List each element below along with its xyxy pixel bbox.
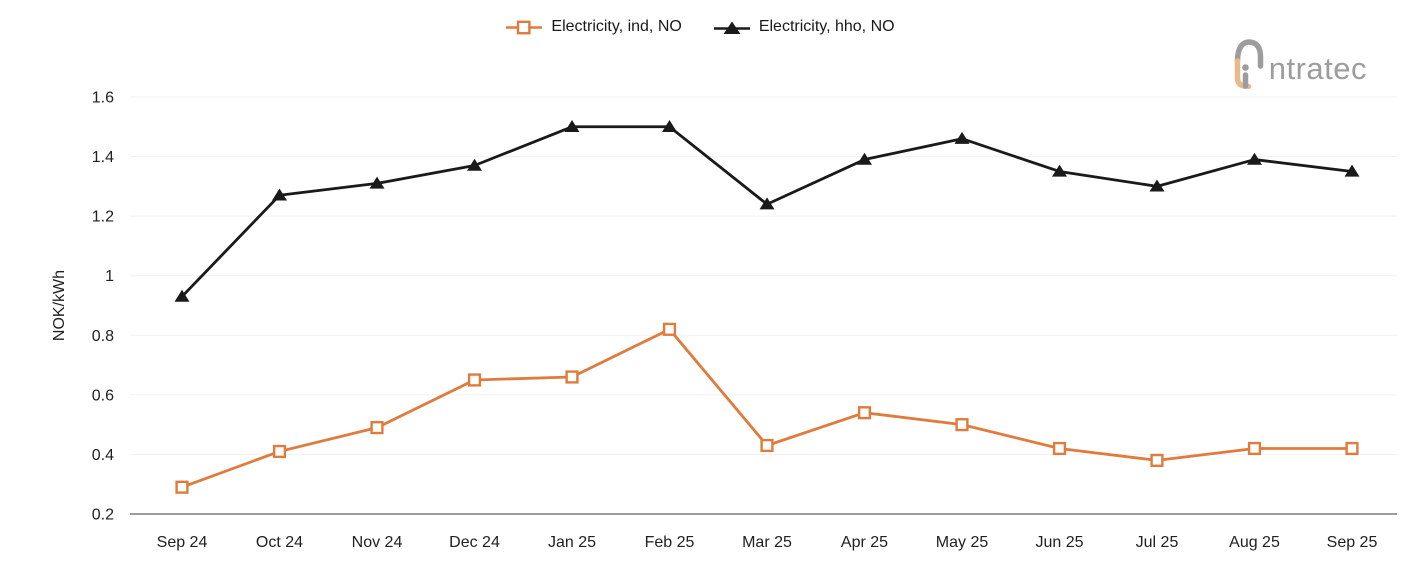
data-point-triangle-marker: [564, 119, 580, 132]
y-tick-label: 0.4: [92, 447, 114, 464]
data-point-square-marker: [175, 480, 189, 494]
data-point-square-marker: [955, 418, 969, 432]
data-point-square-marker: [467, 373, 482, 387]
data-point-square-marker: [370, 421, 384, 435]
intratec-logo-text: ntratec: [1268, 51, 1367, 86]
intratec-logo-mark-icon: [1234, 39, 1263, 89]
legend-label-electricity-hho: Electricity, hho, NO: [758, 18, 895, 35]
data-point-triangle-marker: [1052, 164, 1067, 177]
legend-triangle-marker-icon: [713, 21, 750, 34]
data-point-square-marker: [565, 370, 579, 384]
data-point-square-marker: [1052, 441, 1067, 456]
series-line-electricity-ind: [181, 327, 1352, 489]
y-axis-title: NOK/kWh: [51, 270, 68, 341]
y-tick-label: 1.2: [92, 209, 114, 226]
x-tick-label: Mar 25: [742, 534, 792, 551]
data-point-square-marker: [1345, 441, 1359, 456]
data-point-triangle-marker: [1149, 179, 1165, 192]
data-point-square-marker: [1150, 453, 1164, 467]
x-tick-label: Oct 24: [256, 534, 303, 551]
data-point-triangle-marker: [1344, 164, 1360, 177]
x-tick-label: Dec 24: [449, 534, 500, 551]
legend-square-marker-icon: [506, 20, 543, 34]
data-point-square-marker: [1247, 441, 1262, 456]
y-tick-label: 1.4: [92, 149, 114, 166]
x-tick-label: Jun 25: [1035, 534, 1083, 551]
x-tick-label: Apr 25: [841, 534, 888, 551]
x-tick-label: Nov 24: [352, 534, 403, 551]
legend-item-electricity-ind: Electricity, ind, NO: [506, 18, 682, 36]
x-tick-label: Feb 25: [645, 534, 695, 551]
x-tick-label: Sep 25: [1327, 534, 1378, 551]
intratec-logo: ntratec: [1232, 39, 1367, 89]
legend-item-electricity-hho: Electricity, hho, NO: [713, 18, 895, 36]
data-point-triangle-marker: [174, 289, 190, 302]
data-point-square-marker: [857, 406, 872, 420]
data-point-triangle-marker: [467, 158, 482, 171]
y-tick-label: 0.8: [92, 328, 114, 345]
data-point-triangle-marker: [272, 188, 287, 201]
data-point-square-marker: [272, 444, 287, 459]
data-point-triangle-marker: [662, 119, 677, 132]
y-tick-label: 0.6: [92, 387, 114, 404]
legend-label-electricity-ind: Electricity, ind, NO: [551, 18, 682, 35]
x-tick-label: May 25: [936, 534, 989, 551]
data-point-square-marker: [662, 322, 677, 336]
data-point-triangle-marker: [369, 176, 385, 189]
data-point-triangle-marker: [759, 197, 775, 210]
x-tick-label: Jan 25: [548, 534, 596, 551]
data-point-triangle-marker: [1247, 152, 1262, 165]
x-tick-label: Aug 25: [1229, 534, 1280, 551]
x-tick-label: Jul 25: [1136, 534, 1179, 551]
series-line-electricity-hho: [180, 125, 1353, 298]
y-tick-label: 1: [105, 268, 114, 285]
y-tick-label: 1.6: [92, 90, 114, 107]
y-tick-label: 0.2: [92, 507, 114, 524]
x-tick-label: Sep 24: [157, 534, 208, 551]
data-point-triangle-marker: [857, 152, 872, 165]
data-point-square-marker: [760, 438, 774, 453]
chart-legend: Electricity, ind, NO Electricity, hho, N…: [0, 18, 1401, 36]
data-point-triangle-marker: [954, 131, 970, 144]
